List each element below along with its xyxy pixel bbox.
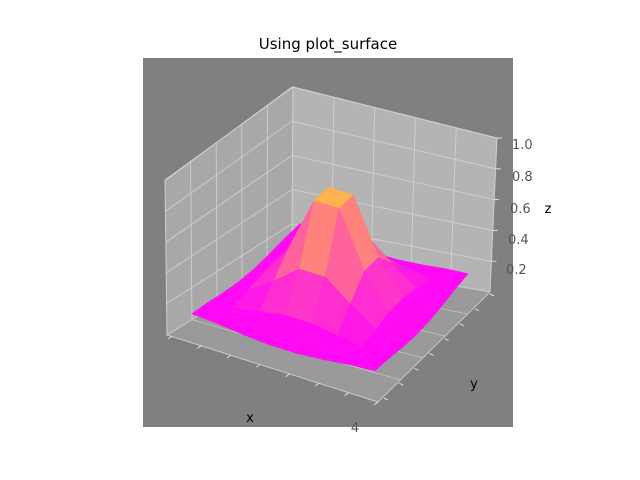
z-tick-label-0: 1.0: [512, 138, 533, 153]
z-axis-label: z: [545, 202, 552, 217]
y-tick-mark: [429, 352, 434, 356]
x-axis-label: x: [246, 411, 254, 426]
y-tick-mark: [459, 323, 464, 327]
z-tick-label-1: 0.8: [512, 170, 533, 185]
z-gridline: [165, 223, 293, 305]
right-pane-gridline: [450, 127, 457, 286]
surface: [191, 186, 469, 372]
left-pane-gridline: [215, 142, 218, 305]
x-tick-mark: [314, 382, 320, 387]
x-tick-mark: [285, 373, 291, 378]
y-axis-label: y: [470, 377, 478, 392]
y-tick-mark: [444, 338, 449, 342]
y-tick-mark: [383, 397, 389, 401]
x-tick-mark: [226, 354, 232, 359]
z-gridline: [165, 155, 293, 243]
z-tick-label-2: 0.6: [510, 202, 531, 217]
x-tick-mark: [255, 363, 261, 368]
x-tick-mark: [197, 345, 202, 349]
z-gridline: [165, 86, 293, 181]
y-tick-mark: [414, 367, 419, 371]
z-gridline: [165, 120, 293, 212]
left-pane-gridline: [190, 161, 193, 320]
chart-title: Using plot_surface: [259, 35, 397, 54]
axis-ticks: [167, 137, 502, 406]
right-pane-gridline: [410, 117, 416, 279]
surface-patch: [348, 347, 389, 372]
z-tick-label-3: 0.4: [508, 233, 529, 248]
y-tick-mark: [489, 293, 495, 297]
x-tick-mark: [344, 392, 349, 396]
z-gridline: [291, 120, 496, 170]
y-tick-mark: [474, 308, 480, 312]
z-gridline: [165, 189, 293, 274]
x-tick-label-4: 4: [351, 421, 359, 436]
x-tick-mark: [373, 401, 379, 406]
z-tick-label-4: 0.2: [506, 263, 527, 278]
z-gridline: [291, 86, 498, 139]
x-tick-mark: [167, 335, 173, 340]
y-tick-mark: [398, 382, 404, 386]
z-gridline: [291, 155, 495, 200]
